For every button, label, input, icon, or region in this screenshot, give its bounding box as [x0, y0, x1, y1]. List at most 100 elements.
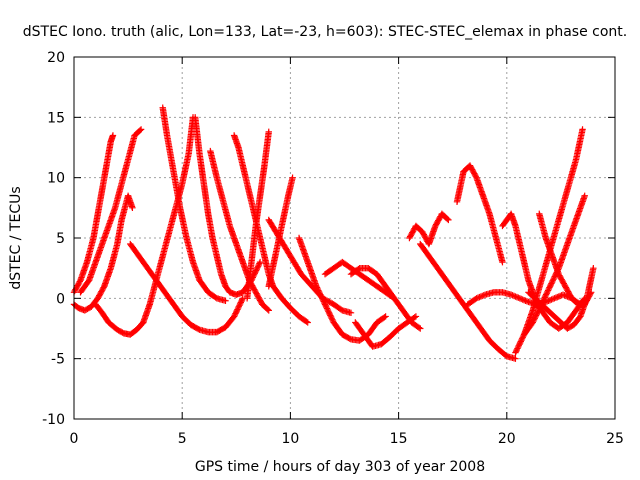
data-point — [233, 307, 240, 315]
x-tick-label: 25 — [606, 431, 624, 447]
y-axis-label: dSTEC / TECUs — [8, 186, 24, 289]
data-point — [518, 295, 525, 303]
data-point — [444, 215, 451, 223]
data-point — [236, 302, 243, 309]
series-7 — [127, 240, 246, 336]
series-20 — [453, 162, 506, 266]
data-point — [522, 297, 529, 304]
data-point — [507, 291, 515, 298]
data-point — [317, 291, 324, 298]
data-point — [265, 307, 272, 314]
data-point — [549, 295, 557, 303]
x-tick-label: 0 — [70, 431, 79, 447]
data-point — [474, 294, 482, 301]
data-point — [534, 309, 541, 316]
data-point — [550, 276, 557, 283]
plot-frame — [73, 56, 616, 420]
series-17 — [352, 313, 420, 350]
data-point — [548, 278, 556, 286]
chart-title: dSTEC Iono. truth (alic, Lon=133, Lat=-2… — [23, 24, 627, 40]
series-8 — [191, 114, 264, 298]
data-point — [317, 292, 325, 300]
data-point — [264, 306, 271, 313]
data-point — [315, 287, 322, 294]
data-point — [534, 308, 542, 315]
data-point — [476, 293, 483, 301]
data-point — [542, 292, 549, 300]
series-14 — [295, 234, 389, 344]
tick-labels: 0 5 10 15 20 25 -10 -5 0 5 10 15 20 — [42, 50, 624, 447]
data-point — [555, 293, 562, 300]
data-point — [329, 316, 336, 323]
data-point — [545, 285, 552, 293]
data-point — [382, 313, 389, 320]
data-point — [235, 303, 242, 310]
y-tick-label: 5 — [56, 231, 65, 247]
data-point — [321, 299, 328, 307]
data-point — [533, 310, 540, 318]
x-tick-label: 15 — [390, 431, 408, 447]
data-point — [417, 325, 424, 332]
data-point — [315, 288, 323, 296]
data-point — [516, 295, 523, 302]
data-point — [516, 341, 523, 348]
series-2 — [70, 192, 136, 314]
data-point — [254, 263, 262, 270]
data-point — [411, 314, 418, 321]
data-point — [265, 128, 272, 136]
data-point — [314, 285, 321, 293]
data-point — [234, 306, 241, 313]
data-point — [304, 319, 311, 326]
data-point — [546, 283, 554, 290]
data-point — [536, 305, 543, 312]
data-point — [327, 312, 334, 319]
data-point — [254, 264, 261, 271]
series-3 — [92, 301, 147, 338]
data-point — [530, 317, 537, 325]
data-point — [320, 298, 327, 305]
data-point — [551, 295, 558, 302]
data-point — [554, 293, 561, 301]
data-point — [546, 284, 553, 291]
data-point — [303, 318, 310, 325]
data-point — [535, 306, 542, 314]
data-point — [499, 258, 506, 266]
data-point — [322, 302, 329, 309]
series-18 — [406, 210, 452, 248]
data-point — [547, 281, 554, 289]
series-5 — [77, 126, 145, 296]
data-point — [549, 277, 556, 284]
data-point — [445, 216, 452, 224]
data-point — [513, 346, 520, 354]
y-tick-label: 15 — [47, 110, 65, 126]
data-point — [236, 300, 244, 308]
data-point — [473, 295, 480, 302]
data-point — [323, 305, 331, 312]
data-point — [559, 291, 567, 298]
data-point — [230, 313, 238, 320]
data-point — [232, 309, 240, 316]
data-point — [347, 309, 355, 317]
data-point — [552, 294, 560, 301]
data-point — [556, 292, 564, 300]
data-point — [512, 349, 519, 356]
data-point — [232, 310, 239, 317]
data-point — [513, 293, 521, 301]
series-11 — [243, 128, 272, 302]
data-point — [255, 261, 262, 269]
data-point — [544, 287, 552, 294]
data-point — [516, 339, 524, 347]
x-tick-label: 10 — [281, 431, 299, 447]
data-point — [222, 297, 229, 304]
data-point — [326, 310, 333, 318]
data-point — [479, 292, 486, 300]
data-point — [587, 289, 595, 296]
data-point — [512, 293, 519, 300]
data-point — [579, 126, 586, 133]
data-point — [318, 294, 325, 301]
data-point — [313, 284, 321, 291]
data-point — [256, 258, 264, 266]
data-point — [517, 338, 524, 345]
data-point — [512, 355, 519, 362]
